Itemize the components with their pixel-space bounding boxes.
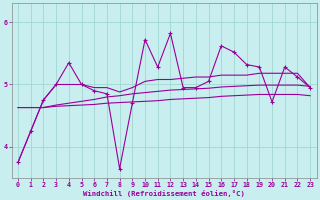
X-axis label: Windchill (Refroidissement éolien,°C): Windchill (Refroidissement éolien,°C) [83,190,245,197]
